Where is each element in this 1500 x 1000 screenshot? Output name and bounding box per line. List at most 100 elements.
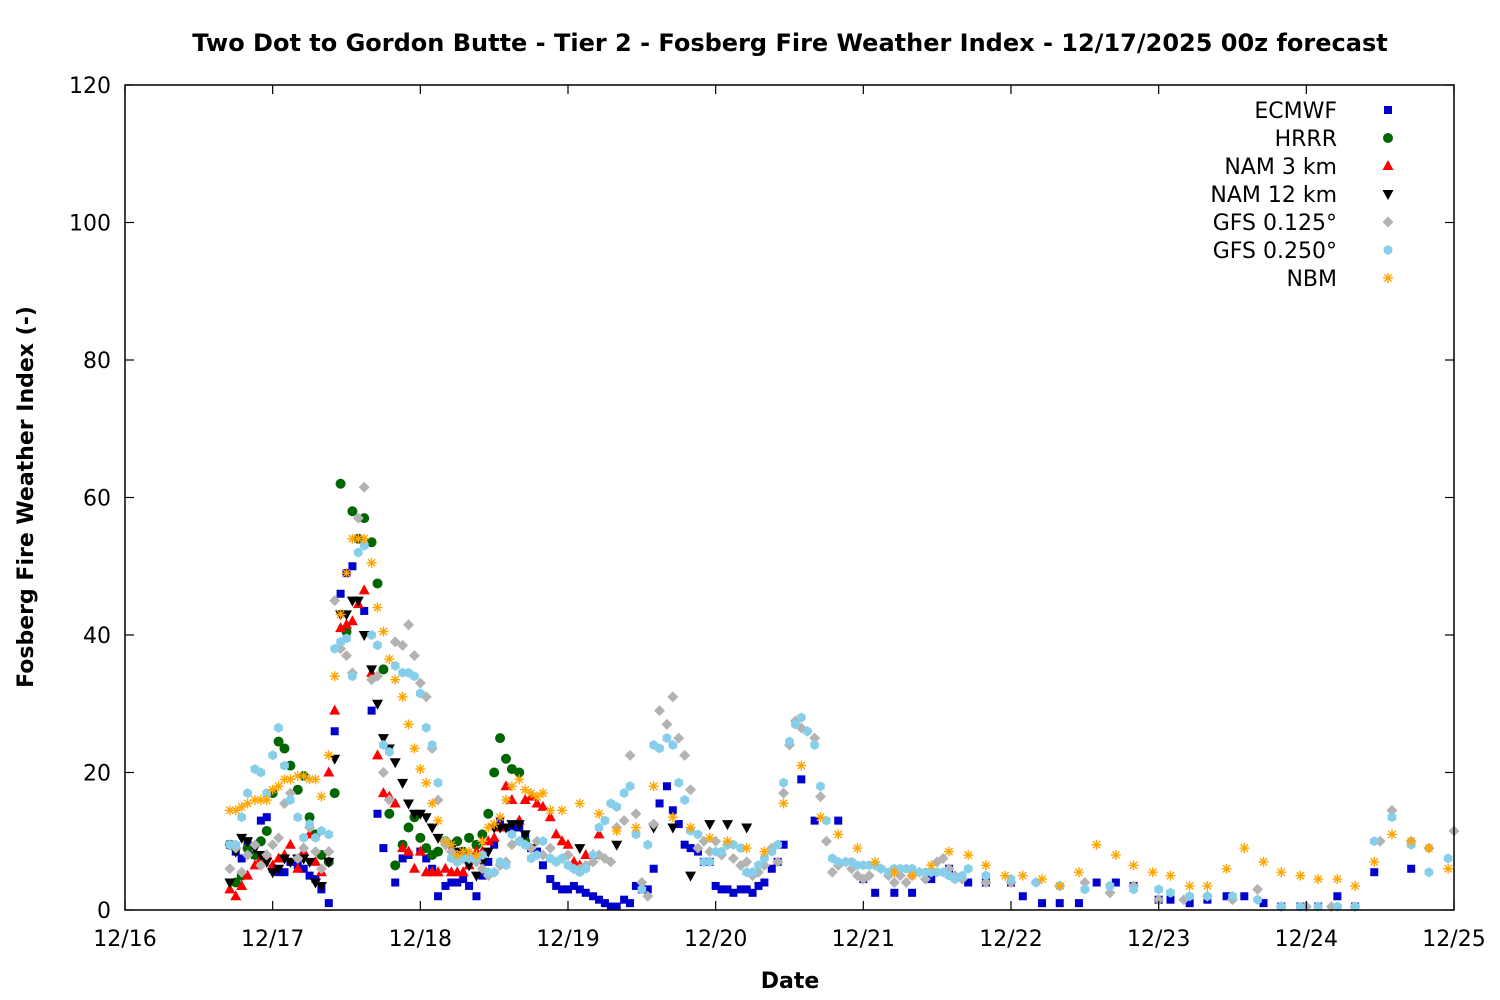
- y-tick-label: 100: [69, 212, 111, 237]
- legend-marker: [1382, 216, 1394, 228]
- data-point: [305, 871, 314, 880]
- data-point: [648, 818, 660, 830]
- data-point: [513, 820, 525, 831]
- y-tick-label: 80: [83, 349, 111, 374]
- data-point: [336, 589, 345, 598]
- data-point: [403, 799, 415, 810]
- data-point: [284, 857, 296, 868]
- data-point: [385, 746, 394, 757]
- data-point: [341, 610, 352, 621]
- data-point: [662, 733, 672, 744]
- data-point: [779, 840, 788, 849]
- data-point: [335, 622, 347, 633]
- series-5: [225, 540, 1453, 912]
- data-point: [661, 718, 673, 730]
- data-point: [379, 740, 388, 750]
- data-point: [674, 777, 684, 788]
- data-point: [950, 874, 960, 885]
- data-point: [648, 781, 659, 792]
- data-point: [237, 812, 246, 823]
- data-point: [1240, 892, 1249, 901]
- data-point: [472, 892, 481, 901]
- data-point: [372, 699, 384, 710]
- series-1: [224, 478, 531, 888]
- data-point: [587, 856, 599, 868]
- data-point: [964, 878, 973, 887]
- data-point: [384, 654, 395, 665]
- data-point: [557, 805, 568, 816]
- data-point: [421, 843, 432, 854]
- x-axis-label: Date: [761, 969, 820, 994]
- data-point: [441, 881, 450, 890]
- data-point: [754, 860, 763, 871]
- data-point: [852, 843, 863, 854]
- data-point: [267, 868, 279, 879]
- data-point: [810, 816, 819, 825]
- data-point: [1091, 839, 1102, 850]
- data-point: [680, 795, 689, 805]
- data-point: [347, 506, 358, 517]
- data-point: [729, 839, 738, 850]
- data-point: [495, 812, 506, 823]
- data-point: [1296, 901, 1305, 912]
- data-point: [1407, 864, 1416, 873]
- data-point: [224, 878, 236, 889]
- data-point: [1092, 878, 1101, 887]
- data-point: [372, 578, 383, 589]
- data-point: [760, 878, 769, 887]
- data-point: [231, 839, 241, 850]
- data-point: [489, 767, 500, 778]
- data-point: [1154, 884, 1163, 895]
- data-point: [1259, 899, 1268, 908]
- x-tick-label: 12/24: [1275, 927, 1338, 952]
- data-point: [397, 691, 408, 702]
- data-point: [414, 845, 426, 856]
- data-point: [329, 788, 340, 799]
- x-tick-label: 12/17: [241, 927, 304, 952]
- legend-label: GFS 0.250°: [1213, 239, 1337, 264]
- legend-label: NBM: [1286, 267, 1337, 292]
- data-point: [919, 873, 931, 885]
- legend-marker: [1382, 190, 1394, 200]
- data-point: [667, 691, 679, 703]
- data-point: [358, 481, 370, 493]
- data-point: [323, 857, 335, 868]
- data-point: [292, 862, 304, 873]
- data-point: [1276, 867, 1287, 878]
- data-point: [267, 839, 279, 851]
- data-point: [594, 822, 604, 833]
- data-point: [606, 902, 615, 911]
- data-point: [742, 885, 751, 894]
- data-point: [624, 749, 636, 761]
- data-point: [680, 840, 689, 849]
- data-point: [1423, 843, 1434, 854]
- data-point: [446, 839, 457, 850]
- data-point: [796, 760, 807, 771]
- data-point: [537, 788, 548, 799]
- data-point: [421, 722, 431, 733]
- data-point: [1406, 836, 1417, 847]
- y-axis-label: Fosberg Fire Weather Index (-): [14, 306, 39, 688]
- data-point: [907, 863, 917, 874]
- data-point: [488, 831, 500, 842]
- data-point: [359, 540, 369, 551]
- data-point: [284, 787, 296, 799]
- data-point: [309, 846, 321, 858]
- data-point: [704, 832, 715, 843]
- data-point: [564, 885, 572, 894]
- data-point: [1080, 884, 1090, 895]
- data-point: [519, 830, 531, 841]
- data-point: [414, 677, 426, 689]
- data-point: [876, 863, 886, 874]
- data-point: [1313, 874, 1324, 885]
- data-point: [620, 895, 629, 904]
- data-point: [341, 650, 352, 662]
- data-point: [390, 674, 401, 685]
- data-point: [981, 870, 991, 881]
- data-point: [544, 811, 556, 822]
- data-point: [426, 823, 438, 834]
- data-point: [416, 688, 425, 699]
- data-point: [1221, 863, 1232, 874]
- data-point: [545, 805, 556, 816]
